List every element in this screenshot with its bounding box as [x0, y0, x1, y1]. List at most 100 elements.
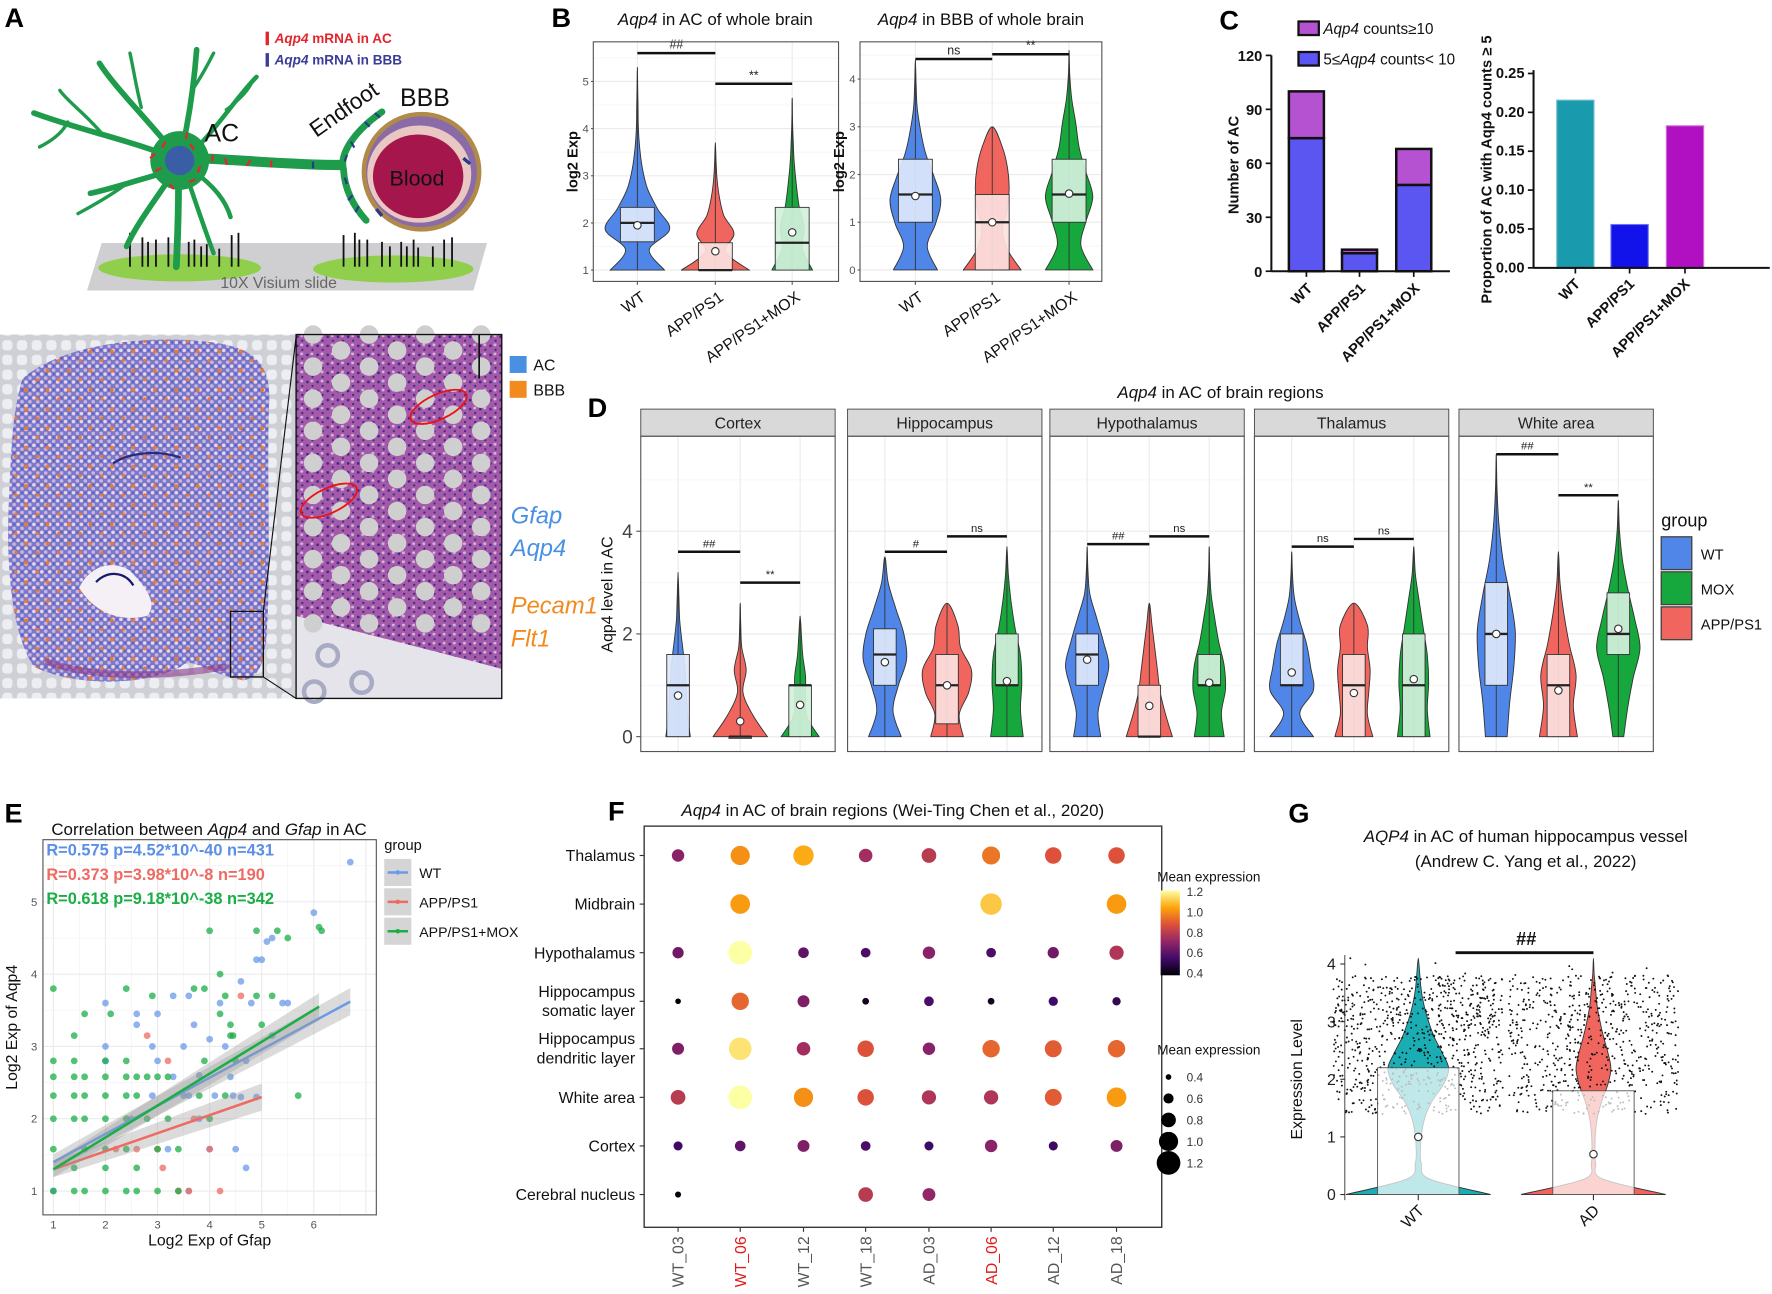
red-mrna-marker-icon: [265, 31, 269, 46]
jitter-point: [1522, 998, 1525, 1001]
column-label: WT_06: [733, 1236, 750, 1287]
jitter-point: [1644, 1021, 1647, 1024]
expression-dot: [728, 940, 753, 965]
jitter-point: [1420, 1049, 1423, 1052]
visium-spot: [359, 614, 379, 633]
jitter-point: [1441, 984, 1444, 987]
scatter-point: [185, 992, 193, 1000]
jitter-point: [1488, 1106, 1491, 1109]
scatter-point: [49, 1115, 57, 1123]
jitter-point: [1452, 1015, 1455, 1018]
mean-point: [735, 716, 745, 726]
jitter-point: [1366, 1083, 1369, 1086]
jitter-point: [1453, 979, 1456, 982]
jitter-point: [1673, 986, 1675, 989]
jitter-point: [1337, 1025, 1340, 1028]
visium-spot: [387, 405, 407, 425]
scatter-point: [284, 934, 292, 942]
jitter-point: [1438, 1032, 1441, 1035]
box: [1279, 633, 1304, 686]
y-tick-label: 0: [622, 727, 633, 748]
x-axis-label: Log2 Exp of Gfap: [148, 1232, 271, 1249]
mean-point: [1349, 688, 1359, 698]
jitter-point: [1364, 976, 1367, 979]
jitter-point: [1559, 1022, 1562, 1025]
jitter-point: [1488, 1020, 1491, 1023]
jitter-point: [1461, 1004, 1464, 1007]
scatter-point: [229, 1092, 237, 1099]
expression-dot: [793, 1087, 814, 1107]
significance-label: ##: [1516, 929, 1536, 949]
y-tick-label: 30: [1246, 211, 1262, 227]
jitter-point: [1544, 1001, 1547, 1004]
jitter-point: [1516, 1023, 1519, 1026]
significance-label: ##: [1112, 531, 1125, 543]
jitter-point: [1423, 1032, 1426, 1035]
mean-point: [1554, 686, 1563, 695]
jitter-point: [1542, 1083, 1545, 1086]
expression-dot: [734, 1140, 746, 1152]
jitter-point: [1574, 1038, 1577, 1041]
jitter-point: [1408, 1001, 1411, 1004]
jitter-point: [1470, 1022, 1473, 1025]
row-label-line: Cortex: [589, 1139, 636, 1156]
title-text: Correlation between: [51, 820, 207, 839]
capture-spot-right: [313, 255, 474, 283]
visium-spot: [359, 582, 379, 601]
jitter-point: [1475, 1008, 1478, 1011]
jitter-point: [1646, 1008, 1649, 1011]
y-tick-label: 3: [849, 122, 855, 134]
jitter-point: [1536, 1063, 1539, 1066]
mrna-ac-mark: [196, 165, 202, 174]
mrna-ac-mark: [184, 132, 189, 140]
jitter-point: [1511, 1019, 1514, 1022]
jitter-point: [1439, 1056, 1442, 1058]
scatter-point: [185, 1092, 193, 1099]
jitter-point: [1610, 1069, 1613, 1072]
legend-title: group: [1661, 511, 1707, 531]
jitter-point: [1390, 988, 1393, 991]
jitter-point: [1379, 998, 1382, 1001]
scatter-point: [81, 1187, 89, 1195]
gene-name: Aqp4: [207, 820, 248, 839]
jitter-point: [1443, 1026, 1446, 1029]
jitter-point: [1595, 1001, 1598, 1004]
jitter-point: [1580, 1031, 1583, 1034]
jitter-point: [1383, 1050, 1386, 1053]
scatter-point: [102, 999, 109, 1007]
jitter-point: [1351, 1005, 1354, 1008]
jitter-point: [1512, 1042, 1515, 1045]
jitter-point: [1360, 1006, 1363, 1009]
jitter-point: [1671, 1067, 1673, 1070]
jitter-point: [1429, 1029, 1432, 1031]
jitter-point: [1599, 1034, 1602, 1037]
jitter-point: [1589, 979, 1592, 982]
scatter-point: [258, 956, 266, 964]
significance-label: ##: [703, 538, 716, 550]
jitter-point: [1553, 1004, 1556, 1007]
scatter-point: [195, 1071, 203, 1079]
jitter-point: [1569, 1041, 1572, 1044]
jitter-point: [1520, 1077, 1523, 1080]
x-tick-label: 5: [259, 1219, 265, 1231]
jitter-point: [1334, 1009, 1337, 1012]
jitter-point: [1489, 1098, 1492, 1101]
jitter-point: [1535, 1102, 1538, 1105]
visium-spot: [303, 357, 323, 376]
y-tick-label: 4: [1327, 957, 1336, 974]
jitter-point: [1412, 1036, 1415, 1039]
expression-dot: [728, 1037, 752, 1061]
visium-spot: [471, 453, 491, 473]
scatter-point: [216, 970, 224, 978]
jitter-point: [1651, 1029, 1654, 1032]
jitter-point: [1416, 985, 1419, 988]
jitter-point: [1535, 993, 1538, 996]
jitter-point: [1361, 1059, 1364, 1062]
jitter-point: [1588, 1015, 1591, 1018]
jitter-point: [1458, 992, 1461, 995]
jitter-point: [1472, 1015, 1475, 1018]
jitter-point: [1562, 979, 1565, 982]
jitter-point: [1486, 1028, 1489, 1031]
jitter-point: [1542, 987, 1545, 990]
regression-line: [52, 1095, 263, 1171]
